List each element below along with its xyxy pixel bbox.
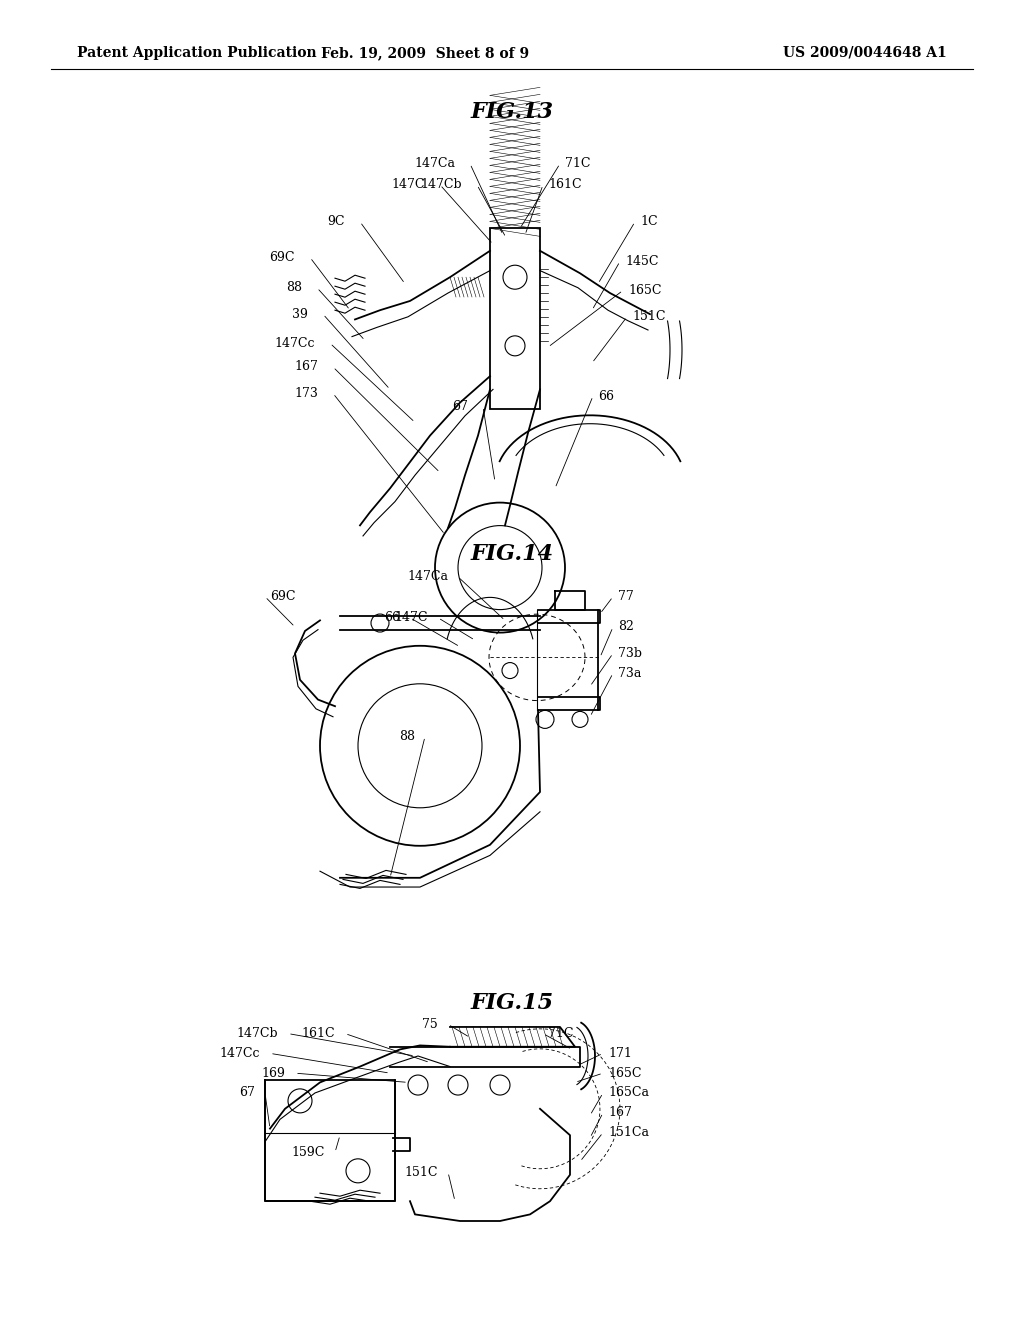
Text: 169: 169 [261,1067,285,1080]
Text: 167: 167 [294,360,318,374]
Text: 161C: 161C [301,1027,335,1040]
Text: 71C: 71C [548,1027,573,1040]
Text: FIG.15: FIG.15 [470,993,554,1014]
Text: 75: 75 [422,1018,438,1031]
Text: 66: 66 [384,611,400,624]
Text: FIG.13: FIG.13 [470,102,554,123]
Text: 82: 82 [618,620,634,634]
Text: 167: 167 [608,1106,632,1119]
Text: 147Cc: 147Cc [219,1047,260,1060]
Text: 67: 67 [453,400,468,413]
Text: 165C: 165C [628,284,662,297]
Text: 67: 67 [240,1086,255,1100]
Text: 66: 66 [598,389,614,403]
Text: 151C: 151C [632,310,666,323]
Text: 69C: 69C [270,590,296,603]
Text: Feb. 19, 2009  Sheet 8 of 9: Feb. 19, 2009 Sheet 8 of 9 [321,46,529,59]
Text: 1C: 1C [640,215,657,228]
Text: 147Cb: 147Cb [421,178,462,191]
Text: 151Ca: 151Ca [608,1126,649,1139]
Text: 145C: 145C [625,255,658,268]
Text: 147C: 147C [394,611,428,624]
Text: 39: 39 [292,308,308,321]
Text: 147Cb: 147Cb [237,1027,278,1040]
Text: Patent Application Publication: Patent Application Publication [77,46,316,59]
Text: 165Ca: 165Ca [608,1086,649,1100]
Text: 77: 77 [618,590,634,603]
Text: 147C: 147C [391,178,425,191]
Text: 69C: 69C [269,251,295,264]
Text: 173: 173 [294,387,318,400]
Text: 71C: 71C [565,157,591,170]
Text: 73b: 73b [618,647,642,660]
Text: 171: 171 [608,1047,632,1060]
Text: 73a: 73a [618,667,641,680]
Text: FIG.14: FIG.14 [470,544,554,565]
Text: 151C: 151C [404,1166,438,1179]
Text: 159C: 159C [292,1146,325,1159]
Text: 88: 88 [399,730,415,743]
Text: 147Ca: 147Ca [407,570,449,583]
Text: 147Ca: 147Ca [414,157,455,170]
Text: 88: 88 [286,281,302,294]
Text: US 2009/0044648 A1: US 2009/0044648 A1 [783,46,947,59]
Text: 161C: 161C [548,178,582,191]
Text: 147Cc: 147Cc [274,337,315,350]
Text: 9C: 9C [328,215,345,228]
Text: 165C: 165C [608,1067,641,1080]
